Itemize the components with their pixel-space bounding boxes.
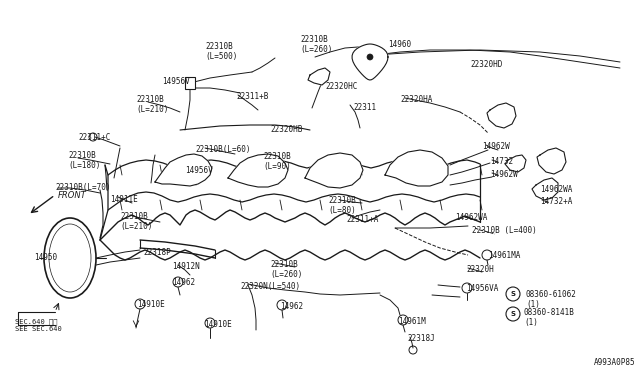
Text: 22320HB: 22320HB bbox=[270, 125, 302, 134]
Text: 22320H: 22320H bbox=[466, 265, 493, 274]
Polygon shape bbox=[505, 155, 526, 172]
Text: 14911E: 14911E bbox=[110, 195, 138, 204]
Polygon shape bbox=[155, 154, 212, 186]
Bar bbox=[185, 77, 195, 89]
Text: 22310B
(L=210): 22310B (L=210) bbox=[136, 95, 168, 115]
Text: SEC.640 参照
SEE SEC.640: SEC.640 参照 SEE SEC.640 bbox=[15, 318, 61, 331]
Text: 14962W: 14962W bbox=[482, 142, 509, 151]
Text: 22318P: 22318P bbox=[143, 248, 171, 257]
Text: 14956VA: 14956VA bbox=[466, 284, 499, 293]
Text: 14950: 14950 bbox=[34, 253, 57, 262]
Text: 22311+A: 22311+A bbox=[346, 215, 378, 224]
Text: 08360-8141B
(1): 08360-8141B (1) bbox=[524, 308, 575, 327]
Text: 14956V: 14956V bbox=[185, 166, 212, 175]
Text: 14956V: 14956V bbox=[162, 77, 189, 86]
Text: 14910E: 14910E bbox=[137, 300, 164, 309]
Text: 22310B
(L=500): 22310B (L=500) bbox=[205, 42, 237, 61]
Text: 22310B(L=60): 22310B(L=60) bbox=[195, 145, 250, 154]
Text: 14961M: 14961M bbox=[398, 317, 426, 326]
Polygon shape bbox=[537, 148, 566, 174]
Polygon shape bbox=[532, 178, 558, 200]
Text: 14910E: 14910E bbox=[204, 320, 232, 329]
Text: S: S bbox=[511, 291, 515, 297]
Text: 14962: 14962 bbox=[172, 278, 195, 287]
Polygon shape bbox=[228, 154, 288, 187]
Text: 14962WA: 14962WA bbox=[540, 185, 572, 194]
Text: 14960: 14960 bbox=[388, 40, 411, 49]
Text: 22318J: 22318J bbox=[407, 334, 435, 343]
Text: 14962WA: 14962WA bbox=[455, 213, 488, 222]
Text: 22320HD: 22320HD bbox=[470, 60, 502, 69]
Text: S: S bbox=[511, 311, 515, 317]
Text: 22320HA: 22320HA bbox=[400, 95, 433, 104]
Text: 22310B
(L=180): 22310B (L=180) bbox=[68, 151, 100, 170]
Polygon shape bbox=[352, 44, 388, 80]
Polygon shape bbox=[305, 153, 363, 188]
Text: 14961MA: 14961MA bbox=[488, 251, 520, 260]
Text: 22310B (L=400): 22310B (L=400) bbox=[472, 226, 537, 235]
Text: 22310B
(L=80): 22310B (L=80) bbox=[328, 196, 356, 215]
Text: 22311+B: 22311+B bbox=[236, 92, 268, 101]
Text: 14962W: 14962W bbox=[490, 170, 518, 179]
Text: 22320N(L=540): 22320N(L=540) bbox=[240, 282, 300, 291]
Text: 08360-61062
(1): 08360-61062 (1) bbox=[526, 290, 577, 310]
Text: 14732: 14732 bbox=[490, 157, 513, 166]
Polygon shape bbox=[308, 68, 330, 85]
Polygon shape bbox=[385, 150, 448, 186]
Text: FRONT: FRONT bbox=[58, 192, 87, 201]
Text: 22310B
(L=260): 22310B (L=260) bbox=[300, 35, 332, 54]
Text: 22310B
(L=260): 22310B (L=260) bbox=[270, 260, 302, 279]
Text: 22310B(L=70): 22310B(L=70) bbox=[55, 183, 111, 192]
Text: A993A0P85: A993A0P85 bbox=[593, 358, 635, 367]
Text: 22311+C: 22311+C bbox=[78, 133, 110, 142]
Text: 14912N: 14912N bbox=[172, 262, 200, 271]
Text: 22311: 22311 bbox=[353, 103, 376, 112]
Text: 22320HC: 22320HC bbox=[325, 82, 357, 91]
Circle shape bbox=[367, 54, 373, 60]
Text: 14732+A: 14732+A bbox=[540, 197, 572, 206]
Text: 22310B
(L=210): 22310B (L=210) bbox=[120, 212, 152, 231]
Text: 14962: 14962 bbox=[280, 302, 303, 311]
Text: 22310B
(L=90): 22310B (L=90) bbox=[263, 152, 291, 171]
Polygon shape bbox=[487, 103, 516, 128]
